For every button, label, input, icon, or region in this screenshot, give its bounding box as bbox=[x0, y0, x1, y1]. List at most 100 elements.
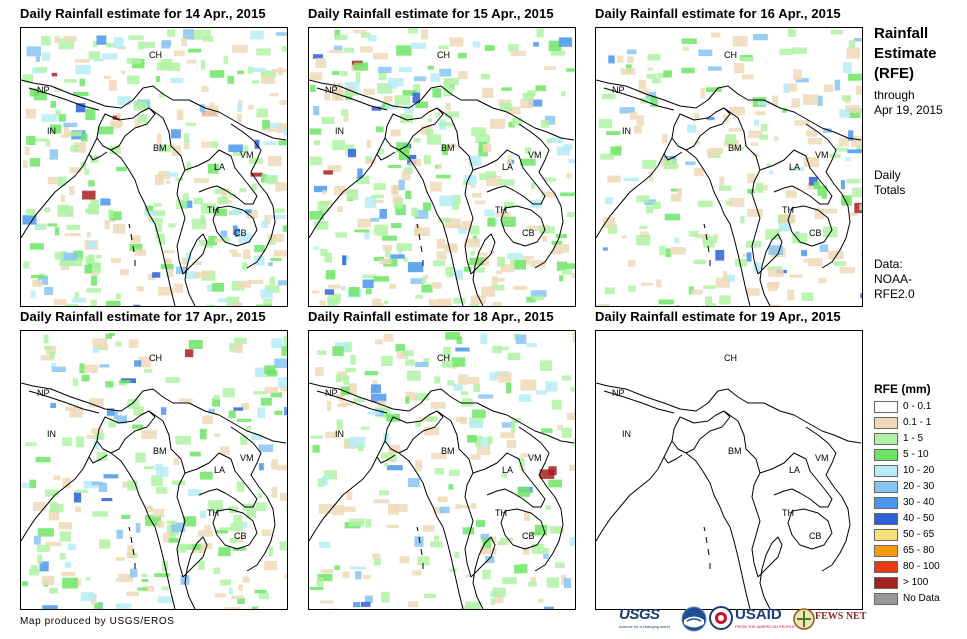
rain-cell bbox=[37, 554, 43, 564]
rain-cell bbox=[485, 171, 496, 178]
country-borders bbox=[21, 382, 287, 609]
rain-cell bbox=[278, 67, 283, 76]
rain-cell bbox=[473, 383, 481, 393]
through-date: Apr 19, 2015 bbox=[874, 103, 943, 117]
rain-cell bbox=[486, 175, 502, 186]
rain-cell bbox=[437, 163, 442, 169]
rain-cell bbox=[312, 444, 320, 453]
rain-cell bbox=[356, 175, 370, 184]
rain-cell bbox=[136, 286, 144, 292]
rain-cell bbox=[375, 126, 384, 133]
legend-swatch bbox=[874, 449, 898, 461]
rain-cell bbox=[75, 436, 85, 448]
rain-cell bbox=[681, 67, 695, 74]
rain-cell bbox=[687, 124, 697, 134]
rain-cell bbox=[23, 160, 28, 168]
rain-cell bbox=[383, 95, 393, 103]
rain-cell bbox=[377, 148, 384, 154]
rain-cell bbox=[91, 262, 101, 274]
rain-cell bbox=[636, 235, 651, 246]
rain-cell bbox=[45, 139, 51, 147]
border-line bbox=[96, 410, 156, 454]
rain-cell bbox=[48, 510, 60, 521]
rain-cell bbox=[846, 178, 861, 184]
rain-cell bbox=[442, 144, 448, 156]
through-block: through Apr 19, 2015 bbox=[874, 88, 943, 118]
rain-cell bbox=[161, 586, 169, 591]
rain-cell bbox=[133, 304, 141, 306]
rain-cell bbox=[258, 463, 264, 471]
panel-title: Daily Rainfall estimate for 19 Apr., 201… bbox=[595, 309, 841, 324]
rain-cell bbox=[198, 560, 205, 570]
rain-cell bbox=[144, 210, 156, 216]
rain-cell bbox=[194, 272, 209, 278]
rain-cell bbox=[327, 165, 341, 172]
rain-cell bbox=[135, 523, 141, 533]
rain-cell bbox=[260, 70, 277, 78]
rain-cell bbox=[318, 504, 333, 514]
rain-cell bbox=[84, 364, 99, 373]
rain-cell bbox=[746, 288, 760, 296]
rain-cell bbox=[433, 507, 444, 514]
rain-cell bbox=[88, 180, 95, 187]
rain-cell bbox=[647, 54, 661, 61]
rain-cell bbox=[188, 489, 202, 496]
rain-cell bbox=[540, 360, 552, 371]
rain-cell bbox=[390, 129, 401, 137]
border-line bbox=[470, 536, 496, 609]
rain-cell bbox=[548, 40, 562, 52]
rain-cell bbox=[849, 108, 861, 118]
rain-cell bbox=[127, 552, 134, 559]
rain-cell bbox=[223, 56, 228, 64]
rain-cell bbox=[109, 211, 122, 221]
rain-cell bbox=[264, 285, 280, 293]
rain-cell bbox=[43, 334, 49, 344]
rain-cell bbox=[74, 59, 90, 63]
map-canvas bbox=[21, 29, 287, 306]
rain-cell bbox=[747, 173, 756, 184]
rain-cell bbox=[500, 432, 515, 439]
border-line bbox=[472, 149, 546, 205]
rain-cell bbox=[251, 80, 260, 84]
rain-cell bbox=[566, 412, 575, 421]
legend-label: > 100 bbox=[903, 577, 929, 588]
rain-cell bbox=[801, 250, 808, 257]
rain-cell bbox=[698, 200, 713, 208]
legend-row: 20 - 30 bbox=[874, 480, 934, 496]
border-line bbox=[212, 508, 258, 550]
rain-cell bbox=[201, 270, 215, 274]
daily-line: Daily bbox=[874, 168, 901, 182]
rain-cell bbox=[414, 227, 430, 236]
map-panel-19apr: Daily Rainfall estimate for 19 Apr., 201… bbox=[595, 309, 863, 610]
rain-cell bbox=[485, 556, 495, 564]
rain-cell bbox=[317, 201, 329, 212]
rain-cell bbox=[480, 533, 490, 540]
rain-cell bbox=[470, 503, 477, 509]
rain-cell bbox=[640, 231, 649, 238]
rain-cell bbox=[204, 29, 211, 39]
rain-cell bbox=[189, 451, 201, 457]
rain-cell bbox=[651, 77, 661, 84]
border-line bbox=[703, 526, 706, 532]
rain-cell bbox=[566, 212, 575, 218]
rain-cell bbox=[85, 109, 96, 120]
rain-cell bbox=[151, 475, 163, 487]
rain-cell bbox=[269, 234, 284, 243]
rain-cell bbox=[670, 188, 682, 192]
legend-label: 0.1 - 1 bbox=[903, 417, 932, 428]
border-line bbox=[398, 452, 464, 609]
rain-cell bbox=[334, 29, 341, 39]
rain-cell bbox=[561, 574, 567, 586]
rain-cell bbox=[348, 518, 365, 527]
rain-cell bbox=[193, 178, 209, 184]
rain-cell bbox=[92, 338, 108, 349]
rain-cell bbox=[127, 545, 135, 556]
rain-cell bbox=[489, 372, 498, 381]
rain-cell bbox=[86, 435, 97, 439]
border-line bbox=[28, 87, 100, 111]
rain-cell bbox=[173, 458, 180, 465]
rain-cell bbox=[472, 409, 486, 419]
rain-cell bbox=[134, 360, 142, 367]
country-label: VM bbox=[815, 453, 829, 463]
rain-cell bbox=[116, 166, 127, 172]
